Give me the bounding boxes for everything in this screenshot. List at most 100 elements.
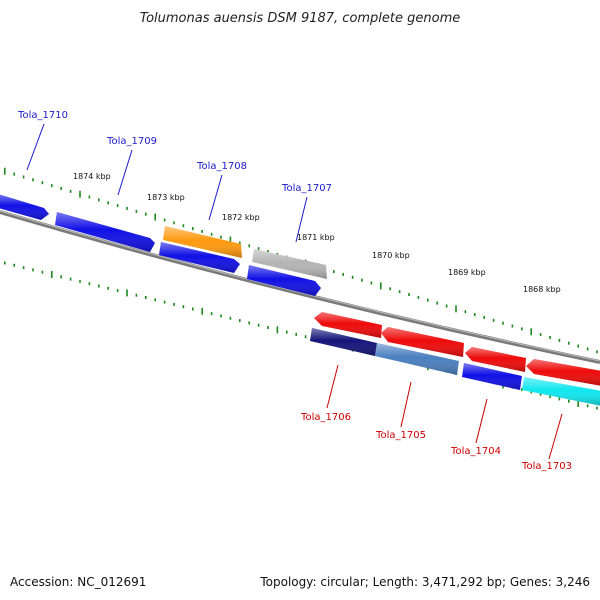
gene-reverse-outer-3[interactable] [465,347,526,372]
gene-tola-1705[interactable] [375,343,459,375]
scale-label-1873: 1873 kbp [147,193,185,202]
gene-tola-1709[interactable] [55,212,155,252]
gene-label-tola-1709[interactable]: Tola_1709 [106,136,157,147]
gene-tola-1707[interactable] [252,249,327,279]
minor-tick [295,332,297,336]
minor-tick [79,279,81,283]
minor-tick [436,301,438,305]
minor-tick [286,330,288,334]
gene-label-tola-1704[interactable]: Tola_1704 [450,446,501,457]
minor-tick [145,296,147,299]
major-tick [577,400,579,407]
minor-tick [539,333,542,337]
major-tick [4,167,6,175]
minor-tick [22,175,25,179]
minor-tick [229,316,232,320]
minor-tick [51,184,53,188]
major-tick [455,305,457,313]
minor-tick [521,388,523,392]
minor-tick [483,315,485,319]
major-tick [229,236,232,244]
minor-tick [474,313,476,317]
gene-label-tola-1703[interactable]: Tola_1703 [521,461,572,472]
minor-tick [107,286,109,290]
gene-tola-1708[interactable] [163,226,242,258]
gene-tola-1710[interactable] [0,194,49,220]
gene-label-group-reverse: Tola_1706 Tola_1705 Tola_1704 Tola_1703 [300,364,572,472]
minor-tick [173,302,175,306]
minor-tick [135,209,138,213]
minor-tick [558,338,561,342]
map-title: Tolumonas auensis DSM 9187, complete gen… [140,11,461,26]
minor-tick [60,186,62,190]
minor-tick [126,207,128,210]
gene-label-tola-1706[interactable]: Tola_1706 [300,412,351,423]
scale-label-1870: 1870 kbp [372,251,410,260]
minor-tick [417,295,420,299]
minor-tick [107,201,109,205]
minor-tick [32,268,34,272]
minor-tick [596,350,598,354]
minor-tick [568,341,570,345]
gene-tola-1706[interactable] [310,328,377,356]
gene-label-tola-1708[interactable]: Tola_1708 [196,161,247,172]
minor-tick [210,312,213,316]
major-tick [154,213,156,221]
gene-tola-1703[interactable] [522,377,600,406]
minor-tick [521,327,523,331]
minor-tick [267,250,269,253]
accession-text: Accession: NC_012691 [10,575,146,589]
minor-tick [408,293,410,296]
minor-tick [267,326,269,329]
major-tick [530,328,532,336]
minor-tick [445,304,448,308]
gene-label-tola-1705[interactable]: Tola_1705 [375,430,426,441]
minor-tick [13,263,15,267]
gene-reverse-outer-1[interactable] [314,312,382,338]
minor-tick [596,406,598,410]
gene-forward-inner-2[interactable] [247,265,321,296]
minor-tick [586,347,589,351]
minor-tick [192,227,194,231]
minor-tick [389,287,391,291]
minor-tick [549,395,551,399]
minor-tick [558,397,561,401]
minor-tick [492,318,495,322]
minor-tick [549,336,551,339]
scale-label-1869: 1869 kbp [448,268,486,277]
minor-tick [539,392,542,396]
gene-label-tola-1707[interactable]: Tola_1707 [281,183,332,194]
minor-tick [182,224,185,228]
minor-tick [464,310,467,314]
minor-tick [370,281,373,285]
minor-tick [248,244,250,248]
major-tick [201,307,203,315]
minor-tick [342,272,344,276]
major-tick [51,271,53,278]
gene-reverse-outer-4[interactable] [526,359,600,386]
minor-tick [32,178,34,182]
minor-tick [257,323,260,327]
topology-summary: Topology: circular; Length: 3,471,292 bp… [259,575,590,589]
minor-tick [239,241,241,245]
scale-label-1868: 1868 kbp [523,285,561,294]
major-tick [126,289,128,297]
minor-tick [116,204,119,208]
minor-tick [88,195,91,199]
gene-reverse-outer-2[interactable] [381,327,464,357]
minor-tick [568,399,570,403]
gene-label-tola-1710[interactable]: Tola_1710 [17,110,68,121]
gene-tola-1704[interactable] [462,363,522,390]
minor-tick [248,321,250,325]
scale-label-1874: 1874 kbp [73,172,111,181]
scale-label-1872: 1872 kbp [222,213,260,222]
minor-tick [154,298,156,302]
genome-backbone [0,210,600,364]
minor-tick [163,300,166,304]
major-tick [79,190,81,198]
minor-tick [257,247,260,251]
gene-forward-inner-1[interactable] [159,242,240,273]
minor-tick [116,289,119,293]
minor-tick [60,275,62,279]
minor-tick [173,221,175,225]
